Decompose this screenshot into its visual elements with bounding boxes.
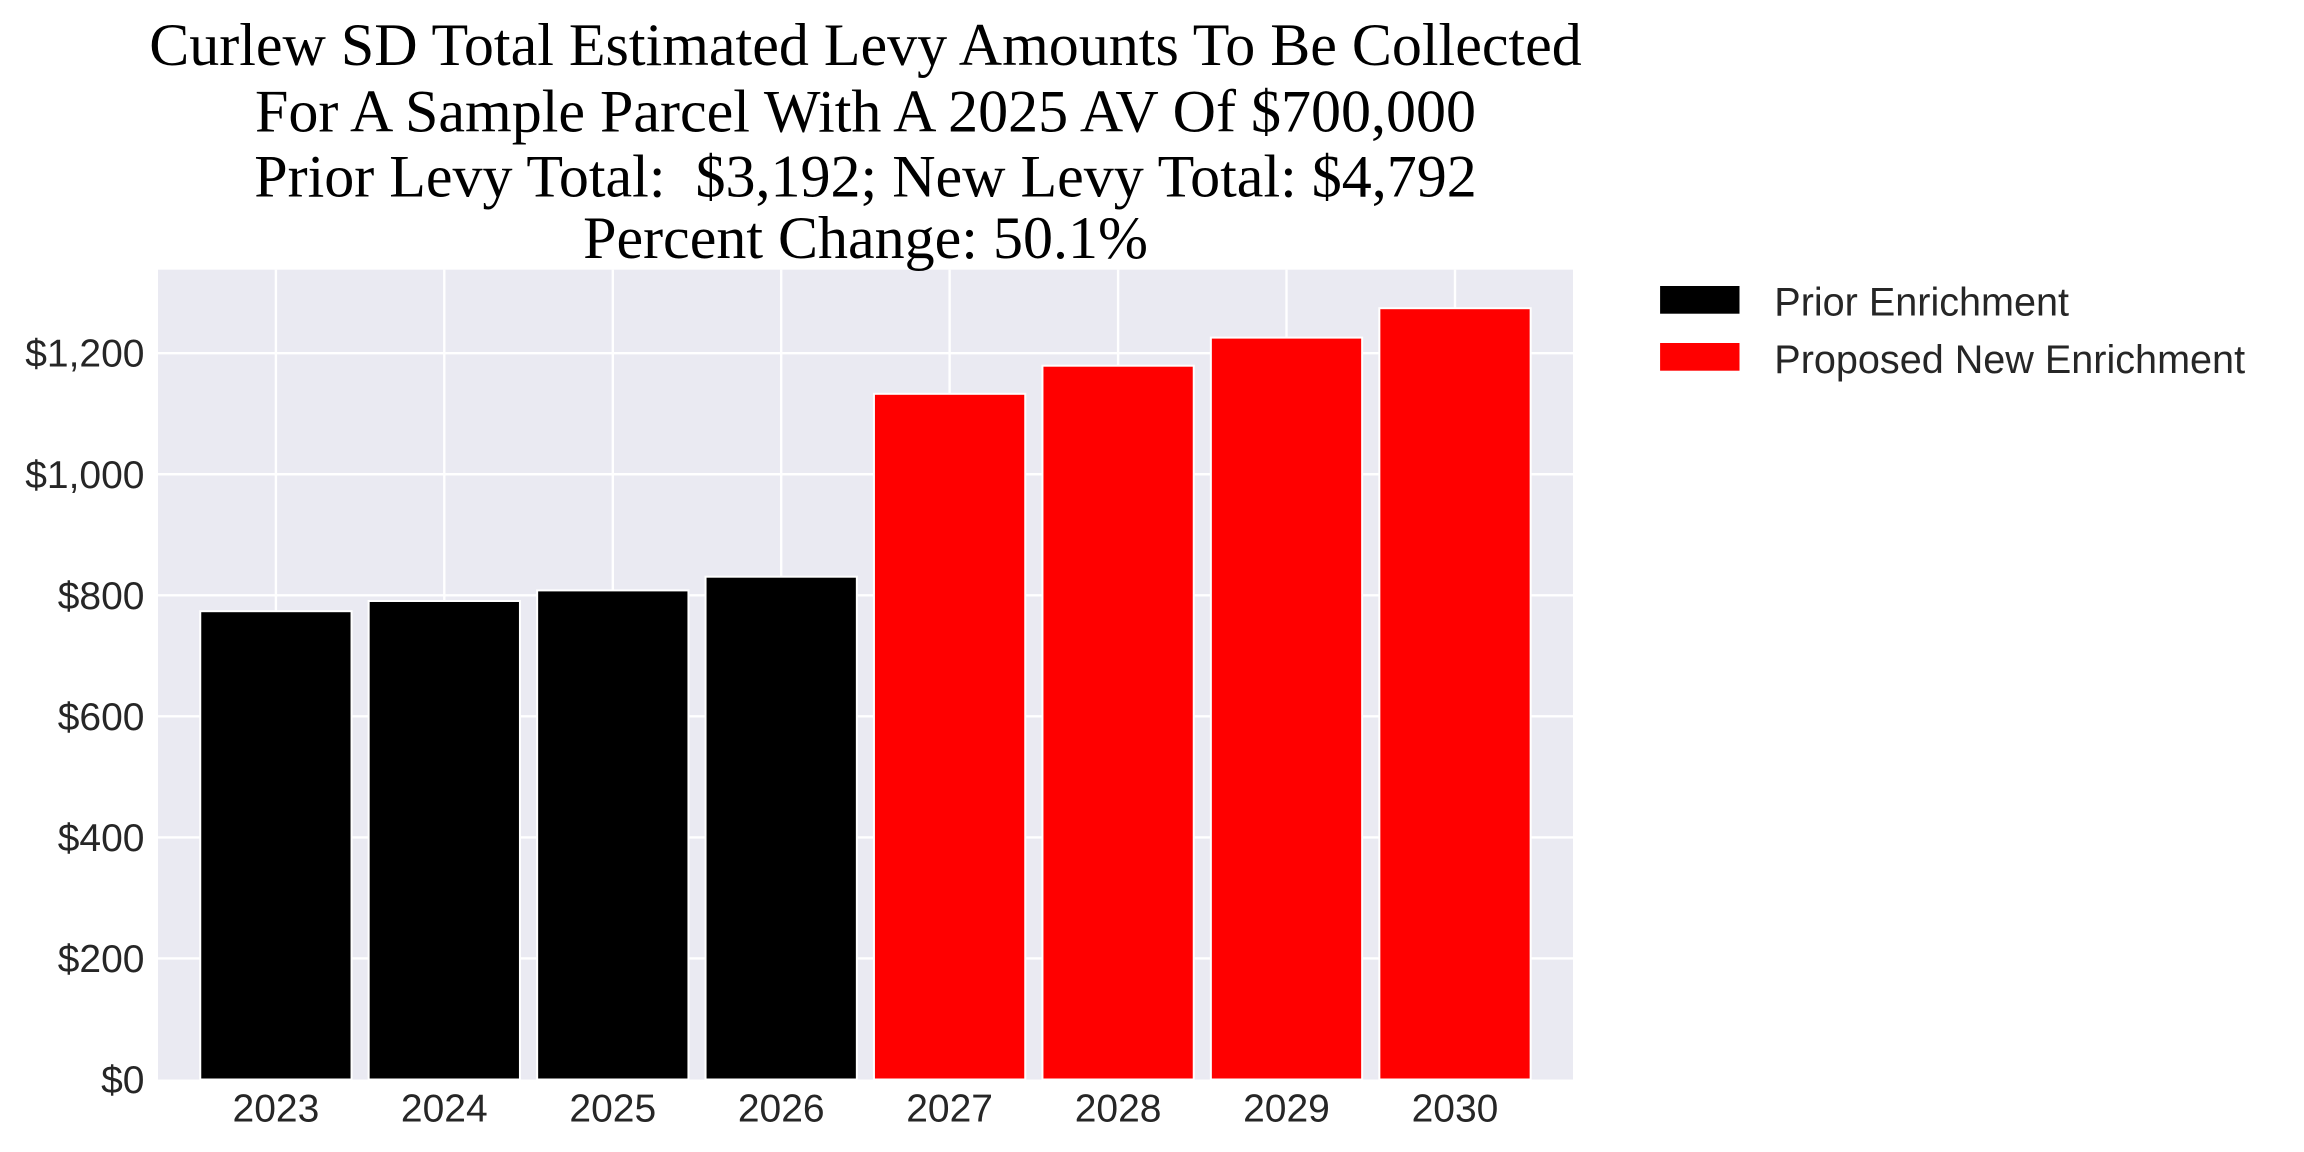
svg-text:$200: $200 [58, 938, 145, 981]
svg-text:Percent Change: 50.1%: Percent Change: 50.1% [583, 205, 1148, 271]
svg-text:2023: 2023 [233, 1087, 320, 1130]
svg-text:Curlew SD Total Estimated Levy: Curlew SD Total Estimated Levy Amounts T… [149, 12, 1582, 78]
svg-text:2024: 2024 [401, 1087, 488, 1130]
svg-text:$0: $0 [101, 1059, 144, 1102]
svg-text:2025: 2025 [569, 1087, 656, 1130]
svg-text:$400: $400 [58, 817, 145, 860]
svg-text:2030: 2030 [1412, 1087, 1499, 1130]
svg-text:$1,000: $1,000 [25, 454, 144, 497]
svg-text:$1,200: $1,200 [25, 333, 144, 376]
svg-text:$600: $600 [58, 696, 145, 739]
svg-text:2028: 2028 [1075, 1087, 1162, 1130]
svg-text:Prior Levy Total: $3,192; New: Prior Levy Total: $3,192; New Levy Total… [254, 144, 1477, 210]
svg-text:$800: $800 [58, 575, 145, 618]
svg-text:2027: 2027 [906, 1087, 993, 1130]
svg-text:2029: 2029 [1243, 1087, 1330, 1130]
svg-text:Prior Enrichment: Prior Enrichment [1774, 280, 2069, 324]
svg-text:2026: 2026 [738, 1087, 825, 1130]
svg-text:Proposed New Enrichment: Proposed New Enrichment [1774, 338, 2245, 382]
svg-text:For A Sample Parcel With A 202: For A Sample Parcel With A 2025 AV Of $7… [255, 79, 1476, 145]
